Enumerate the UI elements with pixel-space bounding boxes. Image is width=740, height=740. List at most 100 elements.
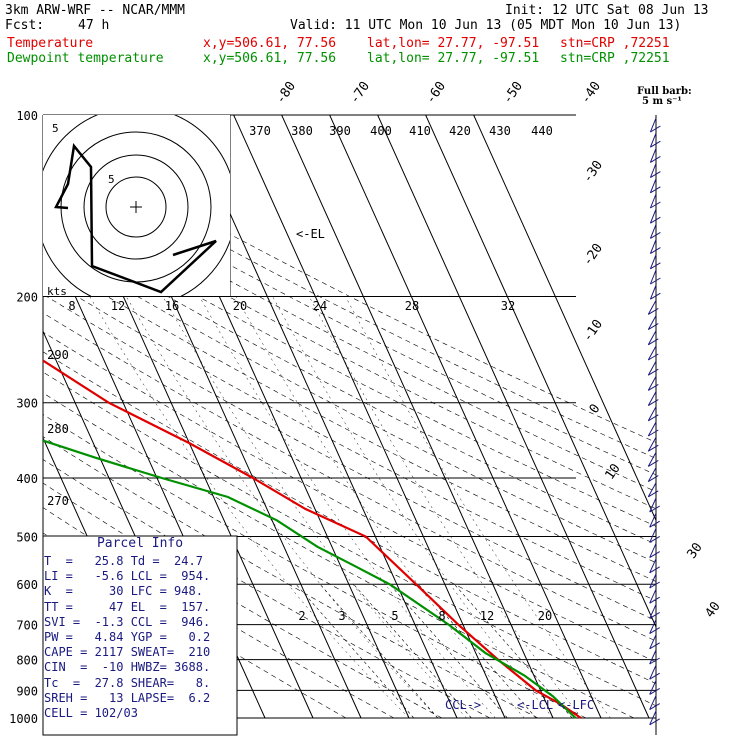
wind-barb [647,330,657,346]
hodograph-speed-label: 20 [233,299,247,313]
isotherm-tick-label: -30 [580,158,606,186]
dewpoint-xy: x,y=506.61, 77.56 [203,51,337,66]
wind-barb-flag [650,292,661,300]
dewpoint-latlon: lat,lon= 27.77, -97.51 [367,51,540,66]
dry-adiabat [43,392,635,719]
wind-barb-flag [649,718,660,726]
pressure-tick-label: 500 [16,530,38,544]
hodograph-speed-label: 32 [501,299,515,313]
pressure-tick-label: 800 [16,654,38,668]
wind-barb-flag [649,627,660,635]
isotherm-line [473,115,656,522]
mixing-ratio-label: 5 [391,609,398,623]
pressure-tick-label: 900 [16,684,38,698]
theta-left-label: 270 [47,494,69,508]
wind-barb [647,436,657,452]
theta-label: 400 [370,124,392,138]
wind-barb-flag [649,703,660,711]
dry-adiabat [43,190,656,510]
hodograph-speed-label: 12 [111,299,125,313]
dewpoint-legend: Dewpoint temperature [7,51,164,66]
moist-adiabat [235,296,525,719]
pressure-tick-label: 200 [16,291,38,305]
wind-barb [647,376,657,391]
wind-barb [647,300,657,315]
mixing-ratio-label: 20 [538,609,552,623]
dewpoint-station: stn=CRP ,72251 [560,51,670,66]
mixing-ratio-label: 2 [298,609,305,623]
barb-unit: 5 m s⁻¹ [642,96,682,107]
theta-label: 390 [329,124,351,138]
pressure-tick-label: 1000 [9,712,38,726]
wind-barb [647,467,657,482]
wind-barb [649,239,657,254]
parcel-row: Tc = 27.8 SHEAR= 8. [44,675,211,690]
wind-barb-flag [649,535,660,543]
isotherm-tick-label: -50 [500,79,526,107]
isotherm-tick-label: -10 [580,317,606,345]
parcel-row: CELL = 102/03 [44,705,138,720]
valid-time: Valid: 11 UTC Mon 10 Jun 13 (05 MDT Mon … [290,18,682,33]
theta-label: 410 [409,124,431,138]
wind-barb [649,619,657,634]
el-marker: <-EL [296,227,325,241]
wind-barb-flag [648,459,659,467]
wind-barb-flag [648,307,659,315]
dry-adiabat [43,240,656,564]
parcel-row: CIN = -10 HWBZ= 3688. [44,660,211,675]
wind-barb-flag [650,125,661,133]
wind-barb [649,148,657,163]
parcel-info-title: Parcel Info [96,536,184,551]
wind-barb [649,573,657,589]
isotherm-tick-label: 10 [602,461,623,482]
dry-adiabat [43,459,491,719]
wind-barb-flag [648,475,659,483]
wind-barb [649,269,657,285]
wind-barb [649,664,657,680]
wind-barb [647,406,657,422]
wind-barb [649,634,657,650]
isotherm-line [377,115,650,719]
pressure-tick-label: 100 [16,109,38,123]
dry-adiabat [43,331,656,663]
parcel-row: SVI = -1.3 CCL = 946. [44,614,211,629]
wind-barb-flag [650,262,661,270]
hodograph-ring [105,176,167,238]
lfc-marker: <-LFC [558,698,595,712]
wind-barb-flag [649,566,660,574]
wind-barb [649,285,657,300]
hodograph: 55 [43,115,230,296]
dry-adiabat [43,129,656,443]
dry-adiabat [43,257,656,582]
theta-label: 370 [249,124,271,138]
forecast-label: Fcst: [5,18,45,33]
barb-title: Full barb: [637,86,692,97]
pressure-tick-label: 300 [16,397,38,411]
dry-adiabat [43,159,656,476]
wind-barb [649,193,657,209]
wind-barb-flag [648,429,659,437]
wind-barb-flag [649,551,660,559]
init-time: Init: 12 UTC Sat 08 Jun 13 [505,3,709,18]
hodograph-ring [83,154,189,260]
wind-barb [647,452,657,467]
wind-barb [647,391,657,406]
forecast-hours: 47 h [78,18,110,33]
wind-barb [647,482,657,498]
parcel-info-panel: Parcel Info T = 25.8 Td = 24.7 LI = -5.6… [44,536,236,734]
isobar-lines [42,114,657,736]
dry-adiabat [43,414,587,719]
wind-barb-flag [648,368,659,376]
hodograph-speed-label: 16 [165,299,179,313]
pressure-tick-label: 700 [16,619,38,633]
wind-barb [649,163,657,178]
wind-barb [649,224,657,239]
hodograph-ring-label: 5 [108,173,115,186]
wind-barb-flag [650,171,661,179]
parcel-row: K = 30 LFC = 948. [44,584,203,599]
dry-adiabat [43,207,656,527]
ccl-marker: CCL-> [445,698,482,712]
wind-barb-flag [649,611,660,619]
wind-barb [649,695,657,710]
theta-label: 440 [531,124,553,138]
